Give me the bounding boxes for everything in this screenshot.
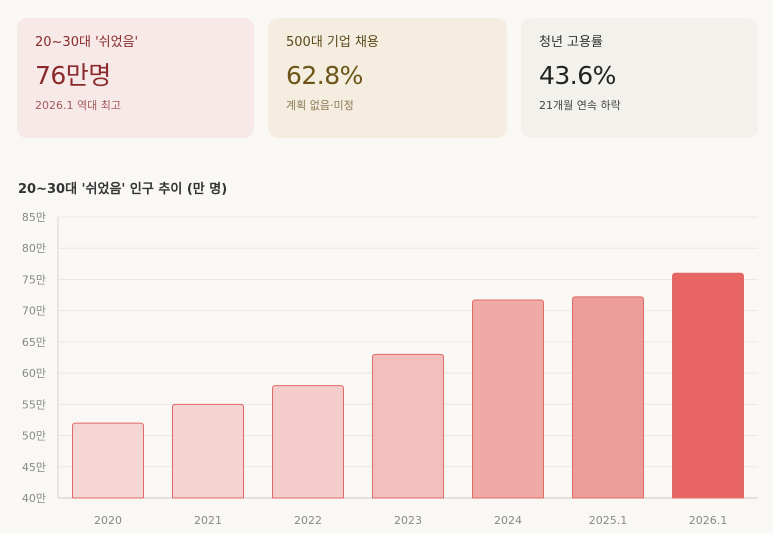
bar-group [372, 353, 444, 499]
x-tick-label: 2024 [494, 514, 522, 527]
stat-card-label: 20~30대 '쉬었음' [35, 35, 139, 50]
x-tick-label: 2026.1 [689, 514, 728, 527]
bar-group [472, 299, 544, 499]
bar [572, 296, 644, 499]
y-tick-label: 55만 [22, 398, 46, 411]
bar-group [72, 422, 144, 499]
bar [272, 385, 344, 499]
bar-chart: 40만 45만 50만 55만 60만 65만 70만 75만 80만 85만 2020 2021 20… [22, 211, 758, 527]
x-tick-label: 2021 [194, 514, 222, 527]
bar [172, 403, 244, 499]
x-tick-label: 2023 [394, 514, 422, 527]
bar [372, 353, 444, 499]
stat-card-value: 62.8% [286, 61, 363, 90]
stat-card-youth-employment: 청년 고용률 43.6% 21개월 연속 하락 [521, 18, 758, 138]
x-tick-label: 2020 [94, 514, 122, 527]
stat-card-note: 2026.1 역대 최고 [35, 99, 121, 112]
bar-group [672, 272, 744, 499]
y-tick-label: 40만 [22, 492, 46, 505]
stat-card-value: 76만명 [35, 61, 111, 90]
bar [72, 422, 144, 499]
y-tick-label: 65만 [22, 336, 46, 349]
bar-group [272, 385, 344, 499]
bar-group [572, 296, 644, 499]
y-tick-label: 75만 [22, 273, 46, 286]
y-tick-label: 70만 [22, 305, 46, 318]
bar [672, 272, 744, 499]
stat-card-note: 계획 없음·미정 [286, 99, 354, 112]
x-tick-label: 2022 [294, 514, 322, 527]
stat-card-label: 청년 고용률 [539, 35, 603, 50]
y-tick-label: 60만 [22, 367, 46, 380]
y-tick-label: 50만 [22, 430, 46, 443]
stat-card-note: 21개월 연속 하락 [539, 99, 621, 112]
stat-card-label: 500대 기업 채용 [286, 35, 379, 50]
y-tick-label: 45만 [22, 461, 46, 474]
bar [472, 299, 544, 499]
chart-title: 20~30대 '쉬었음' 인구 추이 (만 명) [18, 182, 228, 197]
y-tick-label: 85만 [22, 211, 46, 224]
y-tick-label: 80만 [22, 242, 46, 255]
stat-card-resting-youth: 20~30대 '쉬었음' 76만명 2026.1 역대 최고 [17, 18, 254, 138]
stat-card-value: 43.6% [539, 61, 616, 90]
stat-card-corporate-hiring: 500대 기업 채용 62.8% 계획 없음·미정 [268, 18, 507, 138]
x-tick-label: 2025.1 [589, 514, 628, 527]
bar-group [172, 403, 244, 499]
